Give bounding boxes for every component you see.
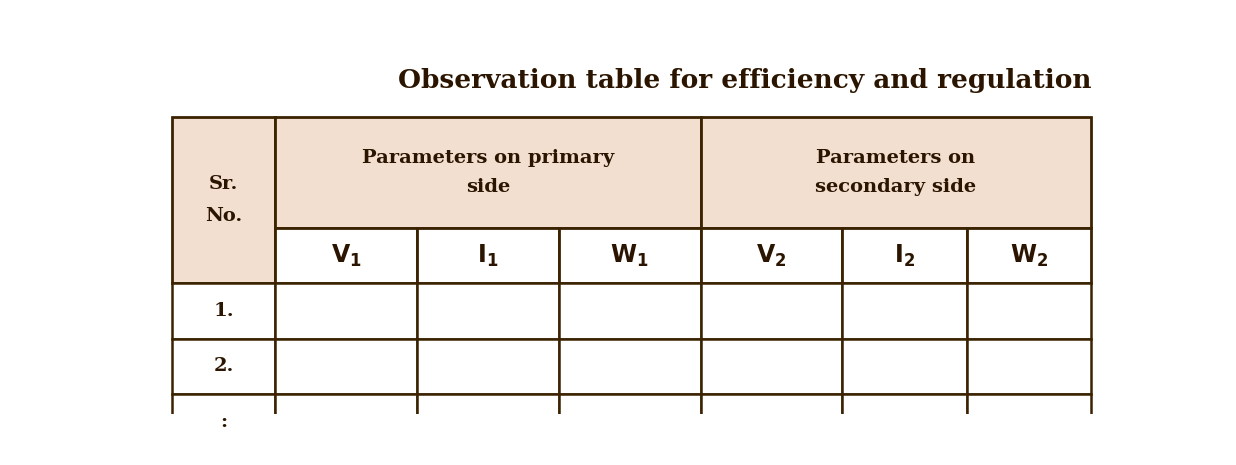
Bar (559, 228, 701, 283)
Bar (842, 228, 967, 283)
Text: $\mathbf{I_{2}}$: $\mathbf{I_{2}}$ (894, 242, 915, 268)
Bar (967, 394, 1091, 450)
Bar (701, 117, 1091, 228)
Text: Parameters on primary
side: Parameters on primary side (362, 148, 614, 196)
Text: 2.: 2. (214, 358, 234, 375)
Bar (276, 117, 701, 228)
Bar (701, 228, 842, 283)
Bar (559, 339, 701, 394)
Bar (842, 394, 967, 450)
Bar (276, 339, 417, 394)
Bar (701, 394, 842, 450)
Text: $\mathbf{W_{1}}$: $\mathbf{W_{1}}$ (611, 242, 649, 268)
Text: Parameters on
secondary side: Parameters on secondary side (816, 148, 976, 196)
Bar (842, 339, 967, 394)
Bar (417, 394, 559, 450)
Bar (967, 339, 1091, 394)
Bar (417, 228, 559, 283)
Text: Sr.
No.: Sr. No. (205, 175, 242, 225)
Text: $\mathbf{I_{1}}$: $\mathbf{I_{1}}$ (477, 242, 498, 268)
Bar (172, 339, 276, 394)
Text: :: : (220, 413, 227, 431)
Text: Observation table for efficiency and regulation: Observation table for efficiency and reg… (398, 68, 1091, 93)
Bar (276, 394, 417, 450)
Bar (842, 283, 967, 339)
Bar (701, 339, 842, 394)
Bar (967, 283, 1091, 339)
Bar (172, 283, 276, 339)
Bar (559, 283, 701, 339)
Bar (276, 228, 417, 283)
Bar (967, 228, 1091, 283)
Bar (417, 283, 559, 339)
Text: 1.: 1. (213, 302, 234, 320)
Text: $\mathbf{V_{2}}$: $\mathbf{V_{2}}$ (756, 242, 786, 268)
Bar (701, 283, 842, 339)
Bar (276, 283, 417, 339)
Text: $\mathbf{W_{2}}$: $\mathbf{W_{2}}$ (1010, 242, 1048, 268)
Bar (172, 394, 276, 450)
Bar (559, 394, 701, 450)
Bar (172, 117, 276, 283)
Text: $\mathbf{V_{1}}$: $\mathbf{V_{1}}$ (331, 242, 361, 268)
Bar (417, 339, 559, 394)
